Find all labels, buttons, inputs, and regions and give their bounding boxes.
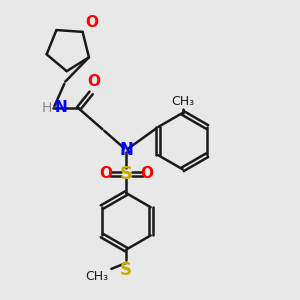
Text: S: S: [120, 262, 132, 280]
Text: O: O: [85, 15, 98, 30]
Text: N: N: [55, 100, 68, 115]
Text: S: S: [120, 165, 133, 183]
Text: N: N: [119, 141, 133, 159]
Text: O: O: [140, 166, 154, 181]
Text: H: H: [41, 101, 52, 115]
Text: O: O: [88, 74, 100, 89]
Text: O: O: [99, 166, 112, 181]
Text: CH₃: CH₃: [171, 95, 194, 108]
Text: CH₃: CH₃: [85, 270, 108, 284]
